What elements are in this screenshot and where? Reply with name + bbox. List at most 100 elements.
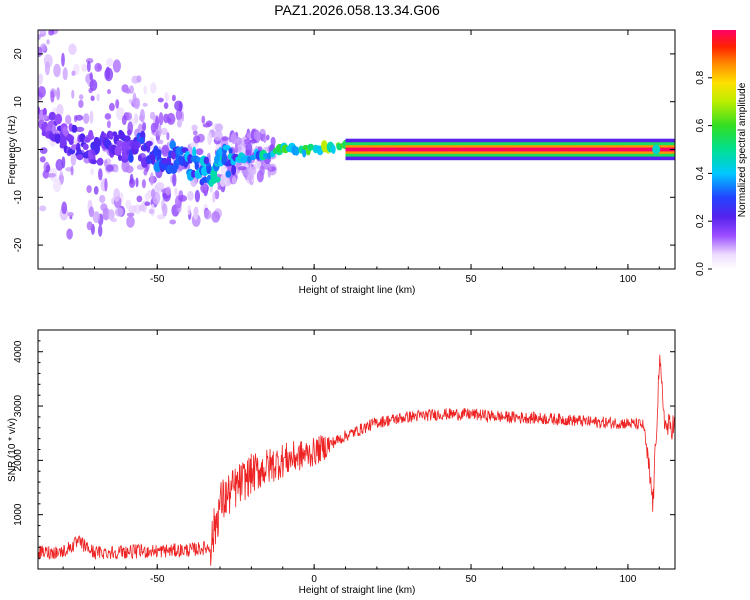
spectrogram-ridge-blob bbox=[76, 154, 84, 160]
spectrogram-x-tick-label: 0 bbox=[311, 274, 317, 285]
spectrogram-noise-blob bbox=[61, 201, 68, 215]
spectrogram-ridge-blob bbox=[192, 146, 197, 158]
spectrogram-noise-blob bbox=[83, 113, 90, 124]
spectrogram-y-tick-label: -10 bbox=[13, 190, 24, 205]
spectrogram-y-ticks: -20 -10 0 10 20 bbox=[13, 48, 675, 252]
spectrogram-ridge-blob bbox=[203, 156, 209, 165]
spectrogram-noise-blob bbox=[86, 221, 93, 231]
spectrogram-ridge-blob bbox=[222, 144, 231, 151]
spectrogram-y-tick-label: -20 bbox=[13, 237, 24, 252]
spectrogram-hotspot bbox=[502, 148, 515, 151]
spectrogram-noise-blob bbox=[75, 114, 84, 121]
spectrogram-ridge-blob bbox=[122, 140, 130, 150]
spectrogram-noise-blob bbox=[211, 211, 221, 223]
spectrogram-noise-blob bbox=[195, 148, 204, 156]
figure-title: PAZ1.2026.058.13.34.G06 bbox=[274, 2, 440, 18]
spectrogram-ridge-blob bbox=[42, 107, 47, 116]
spectrogram-noise-blob bbox=[109, 102, 115, 112]
spectrogram-ridge-blob bbox=[94, 143, 100, 155]
spectrogram-ridge-blob bbox=[139, 136, 145, 144]
spectrogram-noise-blob bbox=[212, 191, 216, 203]
colorbar-tick-label: 0.2 bbox=[695, 214, 706, 228]
spectrogram-noise-blob bbox=[158, 112, 164, 126]
spectrogram-noise-blob bbox=[53, 63, 61, 78]
spectrogram-ridge-blob bbox=[293, 146, 300, 156]
spectrogram-noise-blob bbox=[247, 166, 257, 176]
spectrogram-noise-blob bbox=[38, 46, 43, 57]
spectrogram-noise-blob bbox=[156, 214, 166, 220]
spectrogram-noise-blob bbox=[62, 67, 68, 81]
spectrogram-noise-blob bbox=[138, 204, 146, 212]
spectrogram-noise-blob bbox=[193, 206, 199, 215]
spectrogram-noise-blob bbox=[213, 129, 223, 141]
spectrogram-noise-blob bbox=[98, 224, 103, 237]
spectrogram-noise-blob bbox=[125, 199, 132, 210]
spectrogram-noise-blob bbox=[174, 187, 178, 196]
spectrogram-ridge-blob bbox=[116, 140, 123, 148]
spectrogram-noise-blob bbox=[161, 144, 170, 157]
spectrogram-noise-blob bbox=[150, 122, 157, 133]
spectrogram-noise-blob bbox=[143, 85, 147, 95]
spectrogram-noise-blob bbox=[143, 169, 148, 176]
spectrogram-noise-blob bbox=[98, 168, 103, 181]
spectrogram-noise-blob bbox=[48, 30, 55, 36]
spectrogram-noise-blob bbox=[75, 126, 85, 132]
spectrogram-noise-blob bbox=[94, 62, 103, 72]
spectrogram-ridge-blob bbox=[137, 154, 143, 162]
colorbar-tick-label: 0.8 bbox=[695, 70, 706, 84]
spectrogram-noise-blob bbox=[96, 93, 100, 102]
spectrogram-noise-blob bbox=[156, 139, 164, 145]
spectrogram-noise-blob bbox=[89, 110, 94, 124]
spectrogram-noise-blob bbox=[207, 131, 213, 145]
spectrogram-noise-blob bbox=[169, 219, 177, 225]
spectrogram-noise-blob bbox=[50, 90, 55, 103]
spectrogram-ridge-blob bbox=[145, 140, 153, 147]
spectrogram-noise-blob bbox=[189, 142, 199, 148]
spectrogram-noise-blob bbox=[113, 188, 121, 202]
spectrogram-noise-blob bbox=[203, 181, 208, 192]
spectrogram-ridge-blob bbox=[178, 155, 184, 163]
spectrogram-noise-blob bbox=[135, 177, 139, 188]
spectrogram-ridge-blob bbox=[225, 170, 232, 178]
spectrogram-noise-blob bbox=[144, 201, 151, 206]
spectrogram-ridge-blob bbox=[231, 164, 237, 176]
spectrogram-noise-blob bbox=[174, 100, 183, 111]
spectrogram-x-tick-label: -50 bbox=[150, 274, 165, 285]
spectrogram-noise-blob bbox=[68, 43, 77, 55]
spectrogram-noise-blob bbox=[136, 195, 143, 203]
spectrogram-noise-blob bbox=[104, 159, 108, 168]
spectrogram-ridge-blob bbox=[156, 149, 162, 158]
spectrogram-ridge-blob bbox=[88, 129, 94, 141]
spectrogram-noise-blob bbox=[67, 212, 74, 217]
spectrogram-y-tick-label: 20 bbox=[13, 48, 24, 60]
spectrogram-marks bbox=[38, 30, 675, 240]
spectrogram-noise-blob bbox=[115, 99, 120, 109]
colorbar-gradient bbox=[712, 30, 736, 269]
spectrogram-noise-blob bbox=[61, 156, 66, 169]
spectrogram-noise-blob bbox=[86, 60, 91, 73]
spectrogram-noise-blob bbox=[38, 73, 44, 85]
spectrogram-noise-blob bbox=[166, 132, 170, 141]
spectrogram-y-tick-label: 10 bbox=[13, 96, 24, 108]
spectrogram-noise-blob bbox=[110, 217, 117, 223]
spectrogram-ridge-blob bbox=[68, 139, 74, 145]
colorbar-tick-label: 0.0 bbox=[695, 262, 706, 276]
spectrogram-noise-blob bbox=[214, 190, 220, 200]
spectrogram-noise-blob bbox=[158, 124, 162, 137]
spectrogram-noise-blob bbox=[129, 173, 134, 185]
spectrogram-noise-blob bbox=[231, 176, 237, 185]
spectrogram-ridge-blob bbox=[96, 157, 104, 166]
spectrogram-hotspot bbox=[606, 148, 619, 151]
spectrogram-noise-blob bbox=[204, 209, 212, 220]
spectrogram-disturbance bbox=[652, 144, 661, 155]
spectrogram-noise-blob bbox=[172, 173, 177, 187]
spectrogram-noise-blob bbox=[93, 186, 99, 195]
spectrogram-noise-blob bbox=[81, 63, 88, 72]
spectrogram-noise-blob bbox=[121, 115, 127, 126]
snr-y-label: SNR (10 * v/v) bbox=[7, 418, 18, 482]
spectrogram-noise-blob bbox=[171, 94, 176, 102]
spectrogram-ridge-blob bbox=[210, 169, 218, 179]
spectrogram-noise-blob bbox=[99, 194, 106, 204]
spectrogram-noise-blob bbox=[142, 102, 148, 107]
